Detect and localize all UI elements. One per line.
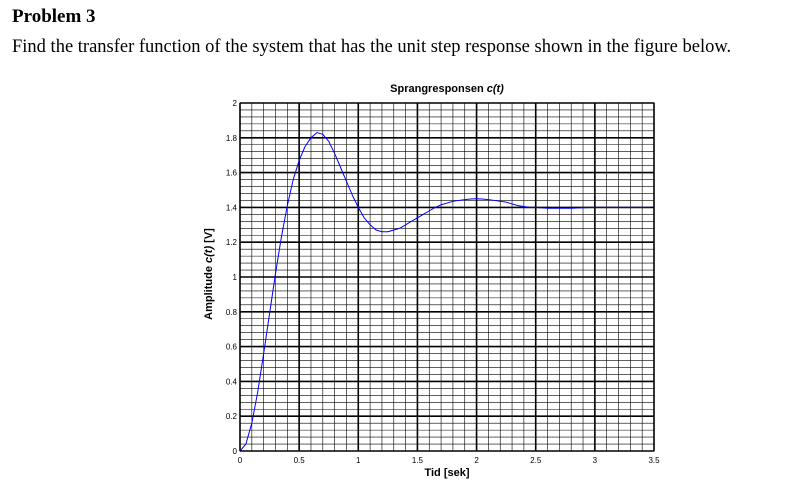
x-tick-label: 1.5 [412,456,424,465]
problem-heading: Problem 3 [12,6,96,27]
y-tick-label: 1.2 [226,238,238,247]
chart-title: Sprangresponsen c(t) [390,83,504,95]
y-axis-label: Amplitude c(t) [V] [203,228,215,320]
y-tick-label: 0.8 [226,308,238,317]
x-tick-label: 0 [238,456,243,465]
y-tick-label: 2 [233,99,238,108]
x-tick-label: 2.5 [530,456,542,465]
step-response-line [239,132,654,452]
chart-series [239,132,654,452]
x-tick-label: 2 [474,456,479,465]
x-tick-label: 3.5 [648,456,660,465]
chart-ticks: 0 0.5 1 1.5 2 2.5 3 3.5 0 0.2 0.4 0.6 0.8 1 1.2 1.4 1.6 1… [226,99,660,465]
y-tick-label: 1 [233,273,238,282]
x-tick-label: 0.5 [294,456,306,465]
y-tick-label: 1.4 [226,203,238,212]
y-tick-label: 0.4 [226,377,238,386]
x-axis-label: Tid [sek] [424,467,469,479]
x-tick-label: 3 [593,456,598,465]
y-tick-label: 1.8 [226,134,238,143]
chart-grid [239,102,655,452]
problem-statement: Find the transfer function of the system… [12,37,732,57]
y-tick-label: 1.6 [226,169,238,178]
y-tick-label: 0.2 [226,412,238,421]
y-tick-label: 0.6 [226,343,238,352]
x-tick-label: 1 [356,456,361,465]
y-tick-label: 0 [233,447,238,456]
